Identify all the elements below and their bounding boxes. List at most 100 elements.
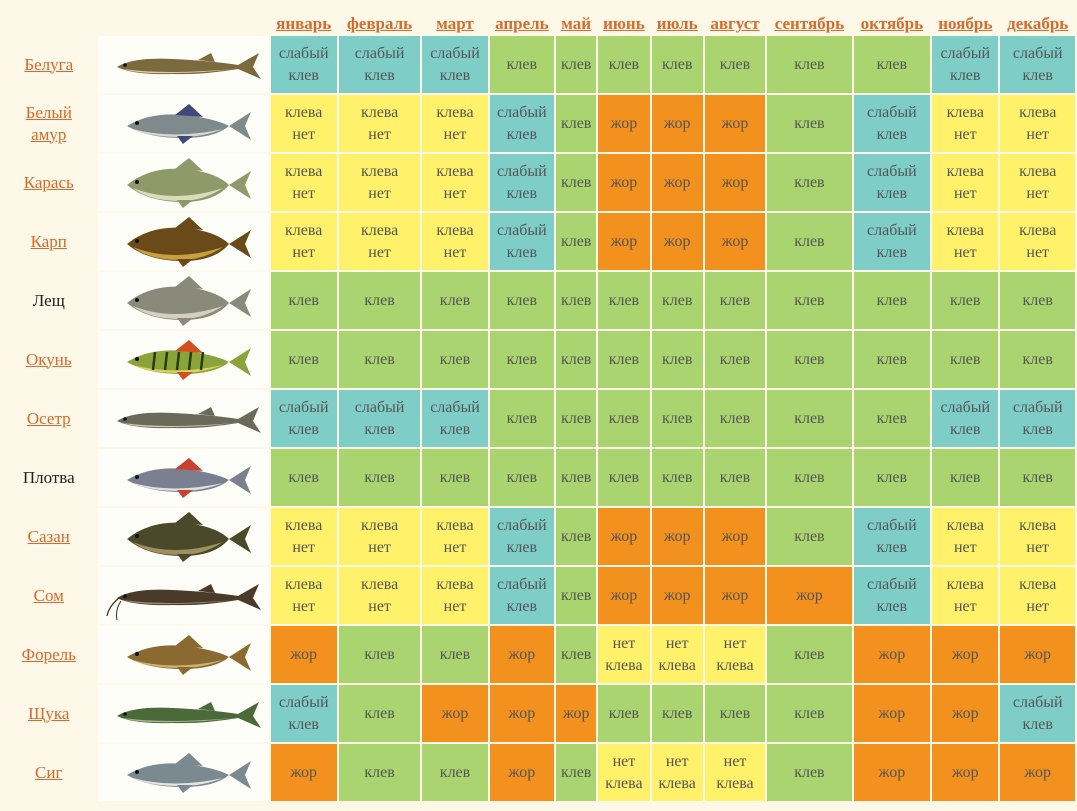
bite-cell-text: клев [364, 704, 395, 722]
bite-cell-text: клев [288, 291, 319, 309]
month-link[interactable]: январь [276, 14, 332, 33]
bite-cell-klev: клев [422, 744, 488, 801]
bite-cell-text: клева [1019, 221, 1057, 239]
fish-name-part[interactable]: амур [31, 124, 67, 144]
month-link[interactable]: декабрь [1007, 14, 1069, 33]
fish-name-part[interactable]: Карась [23, 172, 74, 192]
fish-image-cell [97, 567, 269, 624]
month-link[interactable]: сентябрь [774, 14, 845, 33]
fish-name-link[interactable]: Карась [24, 173, 74, 192]
bite-cell-text: клева [1019, 516, 1057, 534]
fish-name-part[interactable]: Сазан [27, 526, 70, 546]
fish-name-link[interactable]: Осетр [27, 409, 71, 428]
fish-name-cell[interactable]: Сиг [2, 744, 96, 801]
month-link[interactable]: август [710, 14, 760, 33]
fish-name-part[interactable]: Белый [25, 102, 72, 122]
bite-cell-text: клев [794, 173, 825, 191]
bite-cell-text: слабый [867, 221, 917, 239]
bite-cell-text: жор [663, 173, 691, 191]
bite-cell-text: клев [719, 704, 751, 722]
fish-name-link[interactable]: Щука [28, 704, 69, 723]
bite-cell-text: клев [560, 409, 592, 427]
month-november[interactable]: ноябрь [932, 10, 998, 34]
fish-name-part[interactable]: Сиг [35, 762, 63, 782]
bite-cell-text: клев [439, 420, 471, 438]
bite-cell-klev: клев [598, 36, 650, 93]
bite-cell-text: клев [506, 468, 538, 486]
bite-cell-klev: клев [270, 449, 337, 506]
fish-rows: Белуга слабый клев слабый клев слабый клев клев… [2, 36, 1075, 801]
fish-name-cell[interactable]: Карась [2, 154, 96, 211]
month-december[interactable]: декабрь [1000, 10, 1075, 34]
fish-name-link[interactable]: Сом [34, 586, 64, 605]
fish-name-cell[interactable]: Осетр [2, 390, 96, 447]
month-link[interactable]: июль [656, 14, 698, 33]
fish-name-cell[interactable]: Белый амур [2, 95, 96, 152]
fish-name-link[interactable]: Сазан [28, 527, 70, 546]
fish-name-link[interactable]: Карп [31, 232, 67, 251]
fish-image-cell [97, 449, 269, 506]
month-link[interactable]: октябрь [860, 14, 924, 33]
month-link[interactable]: апрель [495, 14, 549, 33]
month-june[interactable]: июнь [598, 10, 649, 34]
month-link[interactable]: март [436, 14, 474, 33]
fish-name-part[interactable]: Белуга [24, 54, 74, 74]
bite-cell-klev: клев [556, 567, 597, 624]
fish-name-part[interactable]: Окунь [25, 349, 72, 369]
month-july[interactable]: июль [652, 10, 703, 34]
fish-image-cell [97, 744, 269, 801]
fish-row: Карась клева нет клева нет клева нет слабый клев… [2, 154, 1075, 211]
fish-name-part[interactable]: Щука [28, 703, 70, 723]
fish-name-cell[interactable]: Карп [2, 213, 96, 270]
fish-name-cell[interactable]: Щука [2, 685, 96, 742]
bite-cell-slab: слабый клев [1000, 390, 1075, 447]
bite-cell-slab: слабый клев [489, 508, 555, 565]
bite-cell-text: клев [950, 66, 981, 84]
bite-cell-net: клева нет [1000, 213, 1075, 270]
month-september[interactable]: сентябрь [767, 10, 851, 34]
bite-cell-zhor: жор [704, 508, 766, 565]
bite-cell-text: нет [443, 125, 467, 143]
bite-cell-text: клев [719, 291, 751, 309]
month-may[interactable]: май [556, 10, 596, 34]
fish-name-cell[interactable]: Сазан [2, 508, 96, 565]
fish-name-part[interactable]: Карп [30, 231, 67, 251]
month-february[interactable]: февраль [339, 10, 420, 34]
fish-name-cell[interactable]: Окунь [2, 331, 96, 388]
bite-cell-text: жор [508, 704, 536, 722]
bite-cell-netk: нет клева [598, 744, 650, 801]
month-link[interactable]: май [561, 14, 592, 33]
bite-cell-text: клева [360, 516, 399, 534]
month-march[interactable]: март [422, 10, 487, 34]
month-january[interactable]: январь [271, 10, 337, 34]
fish-name-link[interactable]: Сиг [35, 763, 62, 782]
fish-image-cell [97, 390, 269, 447]
bite-cell-text: клев [794, 232, 825, 250]
month-link[interactable]: июнь [603, 14, 645, 33]
bite-cell-net: клева нет [932, 567, 999, 624]
bite-cell-slab: слабый клев [489, 567, 555, 624]
month-april[interactable]: апрель [490, 10, 554, 34]
fish-name-cell[interactable]: Форель [2, 626, 96, 683]
month-august[interactable]: август [705, 10, 765, 34]
carp-icon [127, 216, 252, 267]
fish-name-link[interactable]: Белый амур [26, 103, 72, 144]
month-october[interactable]: октябрь [854, 10, 930, 34]
bite-cell-zhor: жор [598, 154, 650, 211]
fish-name-part[interactable]: Сом [33, 585, 64, 605]
fish-name-link[interactable]: Форель [22, 645, 76, 664]
fish-name-cell[interactable]: Белуга [2, 36, 96, 93]
bite-cell-text: клева [946, 221, 984, 239]
month-link[interactable]: ноябрь [938, 14, 993, 33]
fish-name-part[interactable]: Осетр [26, 408, 71, 428]
bite-cell-net: клева нет [1000, 95, 1075, 152]
bite-cell-text: клев [794, 350, 825, 368]
grass-carp-icon [127, 103, 252, 144]
fish-name-cell[interactable]: Сом [2, 567, 96, 624]
bite-cell-slab: слабый клев [853, 95, 931, 152]
fish-name-link[interactable]: Окунь [26, 350, 72, 369]
bite-cell-text: клев [876, 538, 908, 556]
fish-name-link[interactable]: Белуга [24, 55, 73, 74]
month-link[interactable]: февраль [347, 14, 413, 33]
fish-name-part[interactable]: Форель [21, 644, 76, 664]
